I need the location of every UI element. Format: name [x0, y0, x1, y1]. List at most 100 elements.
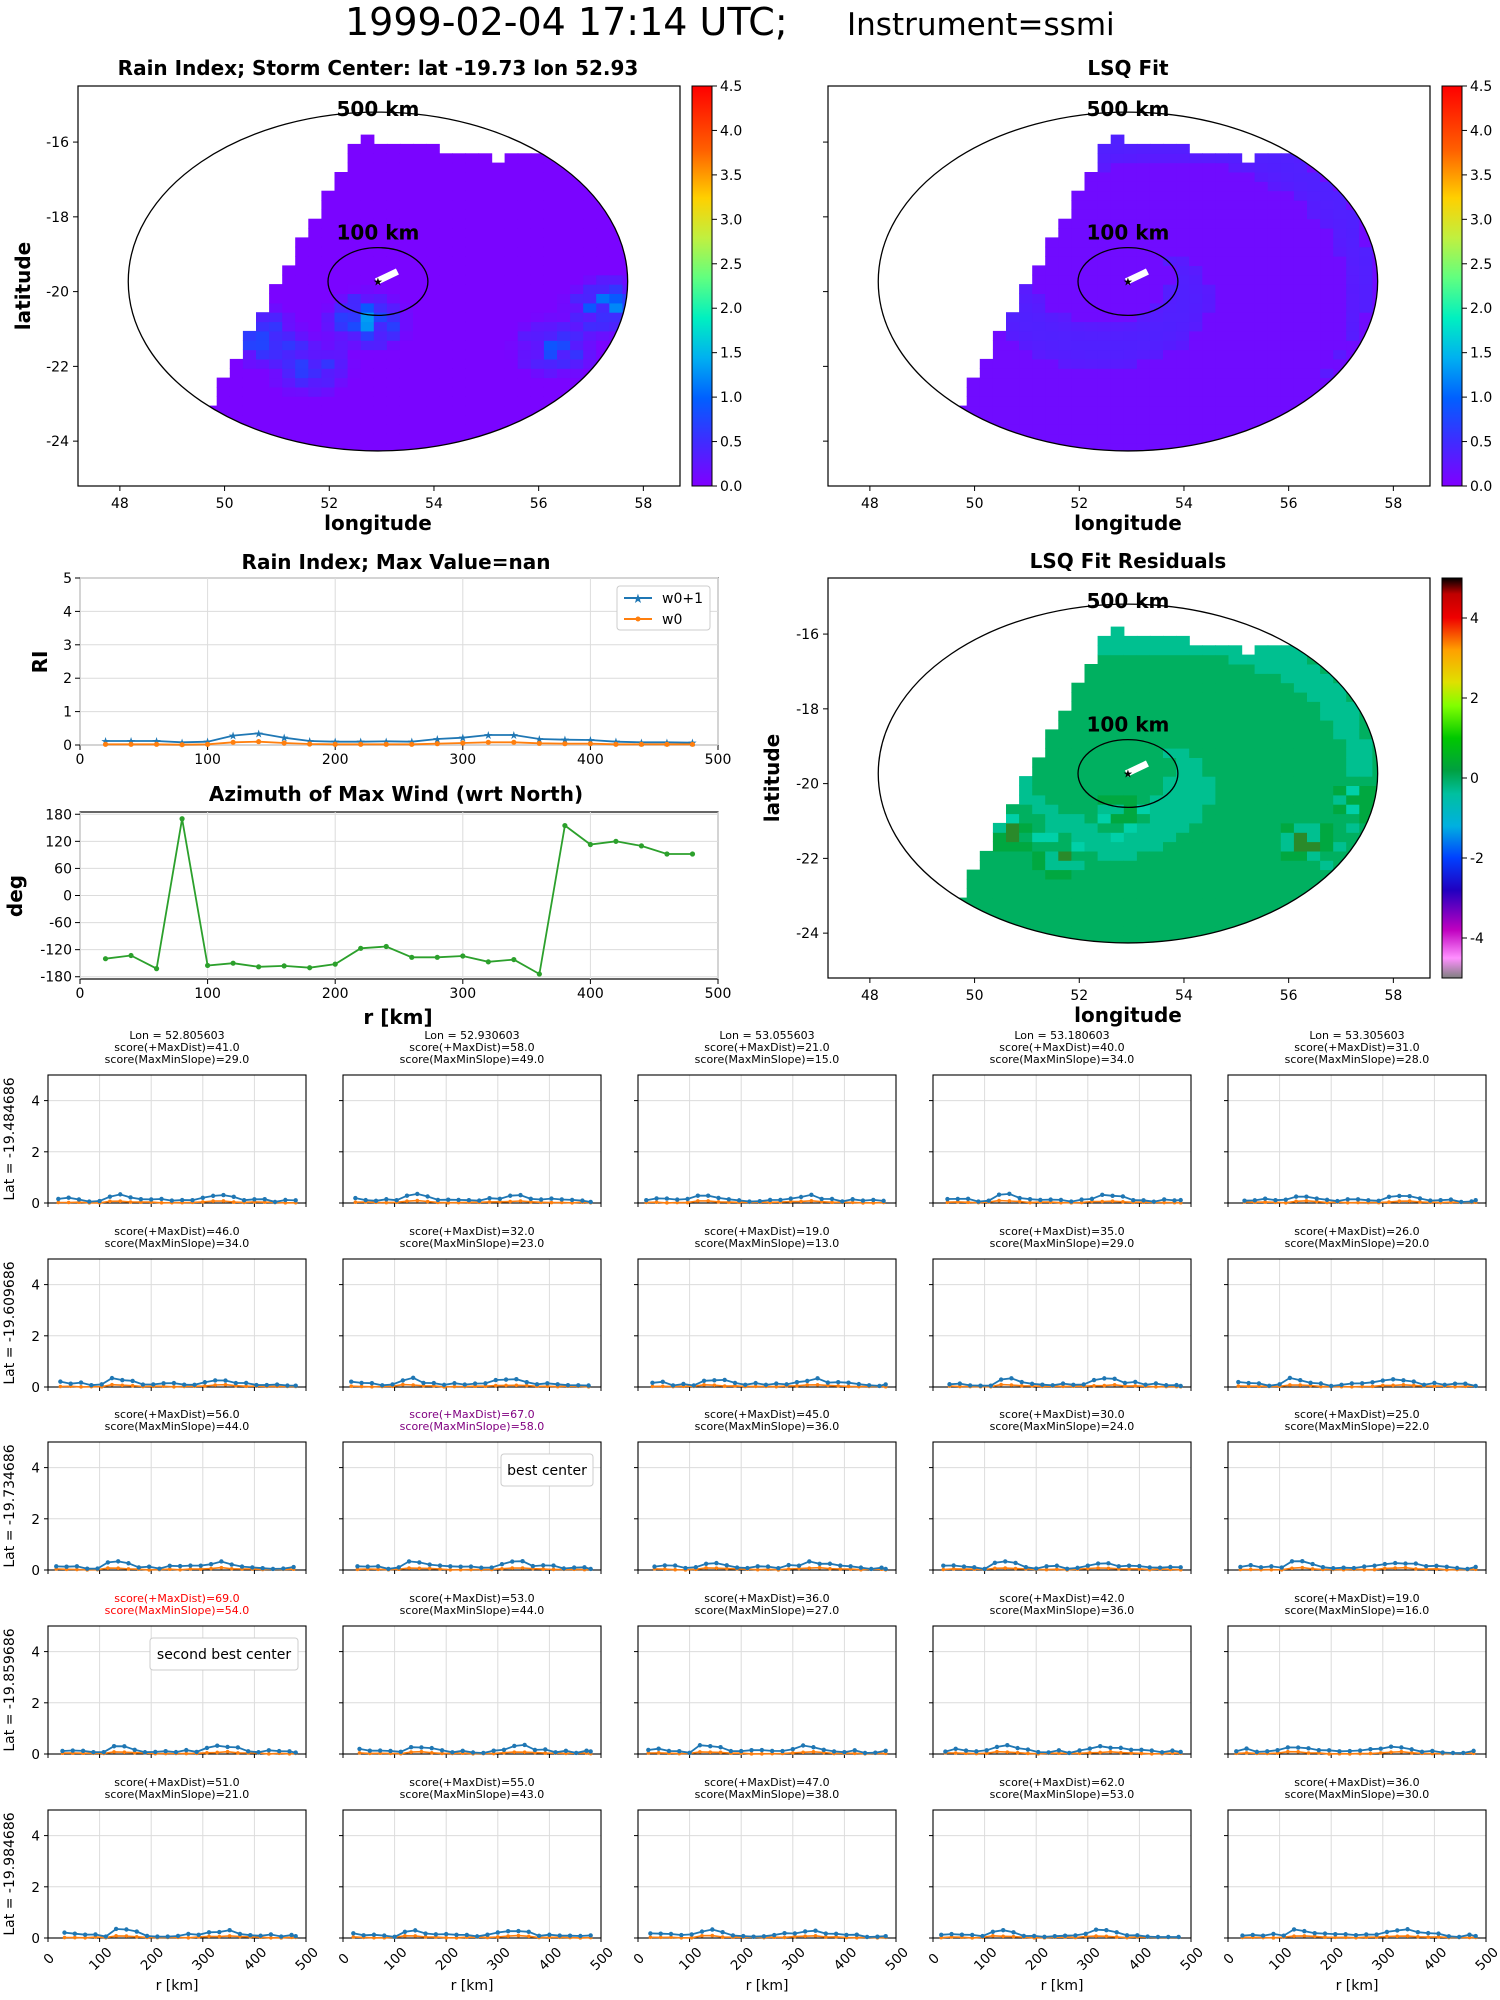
map-cell	[1123, 794, 1138, 805]
map-cell	[1320, 710, 1334, 721]
w0p1-point	[683, 1565, 688, 1571]
map-cell	[530, 424, 545, 435]
map-cell	[439, 405, 453, 416]
map-cell	[1084, 358, 1099, 369]
map-cell	[1202, 664, 1216, 674]
map-cell	[1071, 692, 1086, 702]
map-cell	[439, 330, 453, 341]
map-cell	[373, 377, 388, 388]
map-cell	[1359, 358, 1373, 369]
map-cell	[1176, 720, 1190, 730]
candidate-xlabel: r [km]	[746, 1978, 789, 1994]
xtick-label: 0	[1220, 1950, 1237, 1967]
map-cell	[1084, 349, 1099, 360]
score-maxminslope: score(MaxMinSlope)=27.0	[695, 1604, 840, 1617]
ring-100km-label: 100 km	[1087, 713, 1170, 737]
map-cell	[1136, 415, 1151, 425]
map-cell	[1110, 804, 1125, 815]
map-cell	[1110, 766, 1125, 777]
map-cell	[478, 330, 493, 341]
map-cell	[426, 433, 440, 444]
w0-point	[824, 1935, 828, 1939]
map-cell	[1163, 312, 1177, 323]
map-cell	[439, 377, 453, 388]
w0p1-point	[1238, 1564, 1243, 1570]
map-cell	[1163, 935, 1177, 943]
map-cell	[1097, 162, 1112, 173]
colorbar-tick-label: 2.0	[720, 301, 742, 317]
map-cell	[1006, 832, 1020, 843]
map-cell	[1149, 635, 1164, 646]
xtick-label: 200	[1023, 1944, 1053, 1974]
map-cell	[1372, 907, 1378, 917]
map-cell	[413, 312, 427, 323]
w0p1-point	[670, 1383, 676, 1388]
w0p1-point	[87, 1199, 92, 1204]
w0p1-point	[1415, 1929, 1421, 1935]
series-point	[358, 945, 364, 951]
map-cell	[1254, 386, 1269, 397]
map-cell	[1071, 776, 1086, 786]
map-cell	[1045, 832, 1059, 843]
colorbar-tick-label: 3.0	[1470, 212, 1492, 228]
map-cell	[1032, 415, 1046, 425]
w0-point	[654, 1200, 659, 1204]
w0-point	[1290, 1566, 1294, 1571]
map-cell	[622, 368, 628, 379]
map-cell	[557, 181, 571, 192]
w0p1-point	[1376, 1198, 1381, 1204]
candidate-frame	[932, 1625, 1192, 1755]
map-cell	[504, 200, 519, 210]
map-cell	[543, 377, 558, 388]
center-annotation-label: second best center	[157, 1647, 291, 1663]
w0-point	[506, 1934, 510, 1938]
w0p1-point	[419, 1745, 424, 1750]
map-cell	[386, 209, 401, 220]
w0p1-point	[588, 1933, 593, 1938]
map-cell	[1163, 832, 1177, 843]
w0p1-point	[728, 1748, 734, 1754]
ytick-label: 2	[63, 671, 72, 687]
map-cell	[1372, 682, 1378, 693]
map-cell	[347, 396, 362, 407]
map-cell	[373, 396, 388, 407]
map-cell	[1228, 888, 1243, 899]
map-cell	[1267, 925, 1282, 936]
w0-point	[458, 1567, 463, 1572]
map-cell	[1084, 673, 1099, 684]
map-cell	[1386, 350, 1400, 360]
map-cell	[1163, 321, 1177, 332]
map-cell	[439, 218, 453, 229]
map-cell	[596, 415, 610, 425]
map-cell	[1136, 635, 1151, 646]
series-point	[383, 943, 389, 950]
map-cell	[1280, 228, 1295, 238]
map-cell	[979, 443, 994, 451]
xtick-label: 500	[587, 1944, 617, 1974]
map-cell	[295, 424, 309, 435]
map-cell	[347, 218, 362, 229]
w0p1-point	[128, 1195, 133, 1200]
map-cell	[1045, 246, 1059, 257]
map-cell	[1189, 841, 1203, 852]
map-cell	[1071, 368, 1086, 379]
map-cell	[1215, 246, 1230, 257]
w0-point	[520, 1566, 525, 1570]
map-cell	[504, 162, 519, 173]
map-cell	[517, 405, 532, 416]
map-cell	[1293, 766, 1308, 777]
map-cell	[517, 386, 532, 397]
map-cell	[1280, 692, 1295, 702]
map-cell	[347, 143, 362, 154]
map-cell	[1293, 869, 1308, 880]
map-cell	[1320, 415, 1334, 425]
map-cell	[1097, 284, 1112, 294]
w0p1-point	[115, 1559, 121, 1564]
map-cell	[439, 424, 453, 435]
map-cell	[1032, 302, 1046, 313]
map-cell	[543, 246, 558, 257]
map-cell	[478, 237, 493, 248]
map-cell	[517, 330, 532, 341]
series-point	[281, 740, 287, 746]
w0-point	[267, 1752, 271, 1756]
